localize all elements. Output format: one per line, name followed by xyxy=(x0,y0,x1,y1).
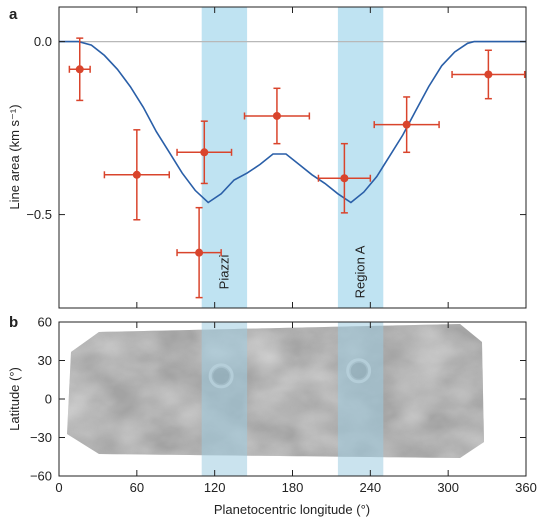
lon-tick-label: 0 xyxy=(55,480,62,495)
y-tick-label: 0.0 xyxy=(34,34,52,49)
region-label-1: Piazzi xyxy=(216,255,231,290)
lat-tick-label: 0 xyxy=(45,392,52,407)
point-marker xyxy=(200,148,209,157)
lon-tick-label: 180 xyxy=(282,480,304,495)
panel-a-y-axis-label: Line area (km s⁻¹) xyxy=(7,104,22,209)
data-point-1 xyxy=(68,37,91,102)
data-point-8 xyxy=(451,49,526,100)
region-band-1 xyxy=(201,7,248,308)
map-region-band-2 xyxy=(337,322,384,476)
model-curve xyxy=(59,40,526,204)
lat-tick-label: −60 xyxy=(30,469,52,484)
region-label-2: Region A xyxy=(353,245,368,298)
point-marker xyxy=(340,174,349,183)
panel-a-frame xyxy=(58,6,527,309)
data-point-2 xyxy=(103,129,171,221)
data-point-7 xyxy=(373,96,440,154)
lon-tick-label: 360 xyxy=(515,480,537,495)
point-marker xyxy=(484,70,493,79)
lon-tick-label: 120 xyxy=(204,480,226,495)
panel-b-letter: b xyxy=(9,314,18,331)
data-point-5 xyxy=(243,87,311,145)
map-region-band-1 xyxy=(201,322,248,476)
point-marker xyxy=(132,170,141,179)
point-marker xyxy=(195,248,204,257)
point-marker xyxy=(402,120,411,129)
lat-tick-label: 60 xyxy=(38,315,52,330)
surface-map xyxy=(67,324,484,458)
x-axis-label: Planetocentric longitude (°) xyxy=(214,502,370,517)
point-marker xyxy=(75,65,84,74)
data-point-6 xyxy=(317,142,372,214)
lat-tick-label: 30 xyxy=(38,353,52,368)
region-band-2 xyxy=(337,7,384,308)
lon-tick-label: 240 xyxy=(359,480,381,495)
lat-tick-label: −30 xyxy=(30,430,52,445)
lon-tick-label: 300 xyxy=(437,480,459,495)
panel-a-chart: Piazzi Region A 0.0 −0.5 Line area (km s⁻¹… xyxy=(7,6,527,309)
y-tick-label: −0.5 xyxy=(26,207,52,222)
point-marker xyxy=(272,111,281,120)
lon-tick-label: 60 xyxy=(130,480,144,495)
panel-b-y-axis-label: Latitude (°) xyxy=(7,367,22,431)
data-point-4 xyxy=(176,206,222,299)
data-point-3 xyxy=(176,120,233,185)
panel-a-letter: a xyxy=(9,6,18,23)
